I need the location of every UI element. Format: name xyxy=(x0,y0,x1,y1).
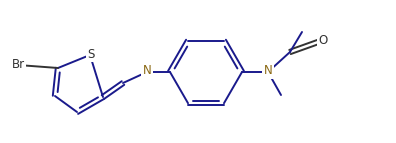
Text: N: N xyxy=(264,64,272,78)
Text: O: O xyxy=(318,34,327,47)
Text: N: N xyxy=(143,64,151,78)
Text: S: S xyxy=(87,47,95,60)
Text: Br: Br xyxy=(11,58,25,72)
